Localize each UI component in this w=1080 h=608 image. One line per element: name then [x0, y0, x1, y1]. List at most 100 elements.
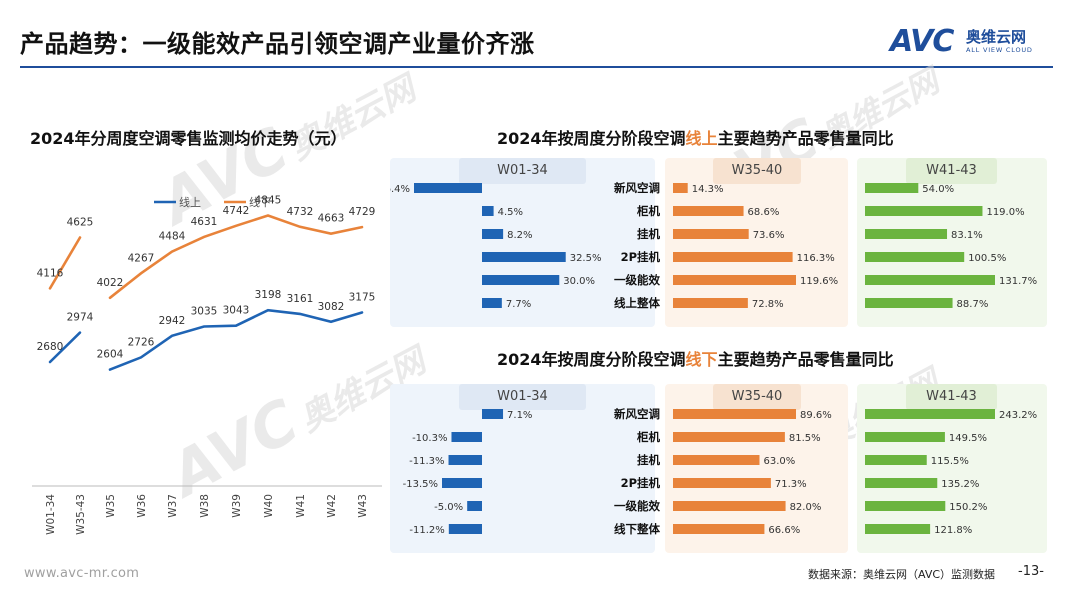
series-offline: 4116 4625 4022 4267 4484 4631 4742 4845 4732 4663…: [37, 195, 376, 300]
x-tick-label: W35: [105, 494, 117, 518]
bar-value-label: 7.1%: [507, 410, 532, 421]
footer-url: www.avc-mr.com: [24, 566, 140, 581]
bar-panel-w41-43: W41-43 243.2% 149.5% 115.5% 135.2% 150.2% 121.…: [857, 384, 1047, 553]
bar: [673, 298, 748, 308]
bar-value-label: 243.2%: [999, 410, 1037, 421]
bar-value-label: 119.0%: [986, 207, 1024, 218]
legend-label: 线上: [179, 195, 201, 209]
bar: [414, 183, 482, 193]
line-chart-title: 2024年分周度空调零售监测均价走势（元）: [30, 129, 347, 148]
x-tick-label: W40: [263, 494, 275, 518]
data-label: 4116: [37, 267, 64, 279]
online-title-post: 主要趋势产品零售量同比: [717, 129, 894, 148]
series-online: 2680 2974 2604 2726 2942 3035 3043 3198 3161 3082…: [37, 289, 376, 371]
bar-panel-w41-43: W41-43 54.0% 119.0% 83.1% 100.5% 131.7% 88.7%: [857, 158, 1047, 327]
bar-value-label: 71.3%: [775, 479, 807, 490]
bar: [865, 432, 945, 442]
data-label: 3043: [223, 305, 250, 317]
bar-value-label: 89.6%: [800, 410, 832, 421]
data-label: 2726: [128, 336, 155, 348]
footer-source: 数据来源：奥维云网（AVC）监测数据: [808, 568, 996, 581]
bar-value-label: 116.3%: [797, 253, 835, 264]
x-tick-label: W37: [167, 494, 179, 518]
logo-name: 奥维云网: [966, 28, 1027, 46]
x-tick-label: W41: [295, 494, 307, 518]
category-label: 线上整体: [614, 296, 660, 310]
data-label: 4022: [97, 277, 124, 289]
bar: [865, 478, 938, 488]
bar-value-label: 100.5%: [968, 253, 1006, 264]
price-trend-line-chart: 线上 线下 2680 2974 2604 2726 2942 3035 3043 3198 3161…: [32, 195, 382, 535]
category-label: 线下整体: [614, 522, 660, 536]
bar: [482, 252, 566, 262]
bar: [448, 524, 482, 534]
data-label: 3035: [191, 306, 218, 318]
x-tick-label: W38: [199, 494, 211, 518]
bar-value-label: 32.5%: [570, 253, 602, 264]
series-line: [48, 331, 82, 364]
category-label: 2P挂机: [620, 250, 660, 264]
bar-value-label: 72.8%: [752, 299, 784, 310]
bar-value-label: -11.2%: [409, 525, 444, 536]
panel-header: W35-40: [713, 158, 801, 184]
data-label: 3082: [318, 301, 345, 313]
bar-value-label: 119.6%: [800, 276, 838, 287]
bar-panel-svg: -26.4% 4.5% 8.2% 32.5% 30.0% 7.7%: [390, 183, 602, 310]
bar-value-label: 30.0%: [563, 276, 595, 287]
bar: [482, 229, 504, 239]
data-label: 4845: [255, 195, 282, 207]
bar: [482, 275, 560, 285]
data-label: 2604: [97, 349, 124, 361]
category-label: 新风空调: [614, 181, 660, 195]
online-title-highlight: 线上: [685, 129, 718, 148]
bar-value-label: 115.5%: [931, 456, 969, 467]
data-label: 2942: [159, 315, 186, 327]
category-label: 一级能效: [614, 499, 660, 513]
data-label: 4267: [128, 252, 155, 264]
bar: [865, 252, 965, 262]
bar: [673, 524, 765, 534]
bar-value-label: 66.6%: [768, 525, 800, 536]
bar-value-label: 135.2%: [941, 479, 979, 490]
series-line: [48, 236, 82, 290]
panel-header: W41-43: [906, 158, 997, 184]
panel-header: W41-43: [906, 384, 997, 410]
offline-chart-title: 2024年按周度分阶段空调线下主要趋势产品零售量同比: [497, 346, 894, 370]
bar-panel-w01-34: W01-34 -26.4% 4.5% 8.2% 32.5% 30.0% 7.7%: [390, 158, 655, 327]
chart-legend: 线上 线下: [154, 195, 271, 209]
bar: [442, 478, 482, 488]
bar-value-label: -11.3%: [409, 456, 444, 467]
bar: [673, 478, 771, 488]
bar-panel-w35-40: W35-40 89.6% 81.5% 63.0% 71.3% 82.0% 66.6%: [665, 384, 848, 553]
data-label: 3198: [255, 289, 282, 301]
category-label: 新风空调: [614, 407, 660, 421]
bar-value-label: -5.0%: [434, 502, 463, 513]
bar: [482, 298, 502, 308]
offline-title-highlight: 线下: [685, 350, 718, 369]
bar: [673, 275, 796, 285]
panel-header: W01-34: [459, 384, 586, 410]
category-label: 挂机: [637, 227, 660, 241]
bar-panel-svg: 89.6% 81.5% 63.0% 71.3% 82.0% 66.6%: [673, 409, 832, 536]
category-label: 挂机: [637, 453, 660, 467]
category-label: 一级能效: [614, 273, 660, 287]
data-label: 3175: [349, 292, 376, 304]
x-tick-label: W43: [357, 494, 369, 518]
avc-logo: AVC 奥维云网 ALL VIEW CLOUD: [890, 24, 1060, 59]
data-label: 4742: [223, 205, 250, 217]
offline-title-pre: 2024年按周度分阶段空调: [497, 350, 686, 369]
x-tick-label: W42: [326, 494, 338, 518]
bar: [451, 432, 482, 442]
bar: [448, 455, 482, 465]
data-label: 4729: [349, 206, 376, 218]
bar-value-label: 8.2%: [507, 230, 532, 241]
bar-value-label: 131.7%: [999, 276, 1037, 287]
bar-panel-svg: 243.2% 149.5% 115.5% 135.2% 150.2% 121.8%: [865, 409, 1037, 536]
bar: [673, 183, 688, 193]
bar-panel-svg: 14.3% 68.6% 73.6% 116.3% 119.6% 72.8%: [673, 183, 838, 310]
bar: [865, 524, 931, 534]
bar-value-label: -13.5%: [403, 479, 438, 490]
data-label: 4631: [191, 216, 218, 228]
series-line: [108, 308, 364, 371]
bar-value-label: -10.3%: [412, 433, 447, 444]
